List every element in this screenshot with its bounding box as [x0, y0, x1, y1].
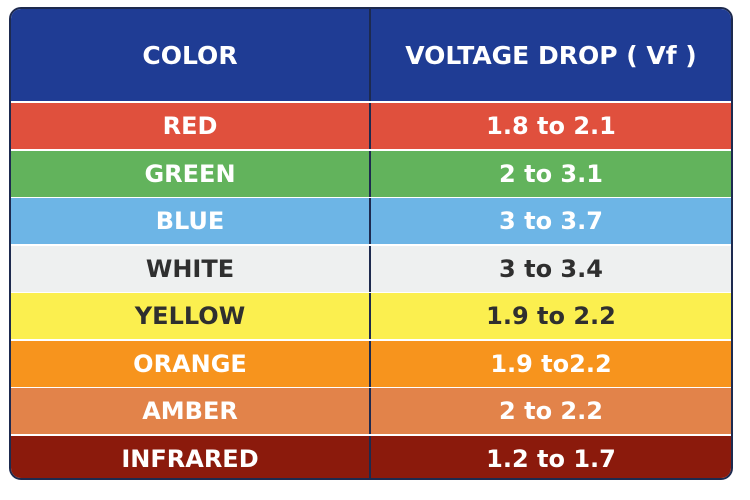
cell: 3 to 3.7 [499, 207, 603, 235]
table: COLOR VOLTAGE DROP ( Vf ) RED 1.8 to 2.1… [9, 7, 733, 480]
table-row: WHITE 3 to 3.4 [11, 246, 731, 292]
table-row: ORANGE 1.9 to2.2 [11, 341, 731, 387]
cell: 3 to 3.4 [499, 255, 603, 283]
table-row: YELLOW 1.9 to 2.2 [11, 293, 731, 339]
cell: YELLOW [11, 293, 371, 339]
header-row: COLOR VOLTAGE DROP ( Vf ) [11, 9, 731, 101]
table-row: RED 1.8 to 2.1 [11, 103, 731, 149]
table-row: AMBER 2 to 2.2 [11, 388, 731, 434]
cell: BLUE [11, 198, 371, 244]
cell: 1.2 to 1.7 [486, 445, 616, 473]
cell: 2 to 2.2 [499, 397, 603, 425]
cell: 1.9 to 2.2 [486, 302, 616, 330]
cell: RED [11, 103, 371, 149]
table-row: BLUE 3 to 3.7 [11, 198, 731, 244]
table-row: INFRARED 1.2 to 1.7 [11, 436, 731, 478]
cell: 2 to 3.1 [499, 160, 603, 188]
cell: 1.9 to2.2 [490, 350, 612, 378]
header-cell: VOLTAGE DROP ( Vf ) [405, 40, 697, 70]
cell: WHITE [11, 246, 371, 292]
header-cell: COLOR [11, 9, 371, 101]
cell: GREEN [11, 151, 371, 197]
cell: ORANGE [11, 341, 371, 387]
table-row: GREEN 2 to 3.1 [11, 151, 731, 197]
cell: INFRARED [11, 436, 371, 478]
cell: 1.8 to 2.1 [486, 112, 616, 140]
cell: AMBER [11, 388, 371, 434]
